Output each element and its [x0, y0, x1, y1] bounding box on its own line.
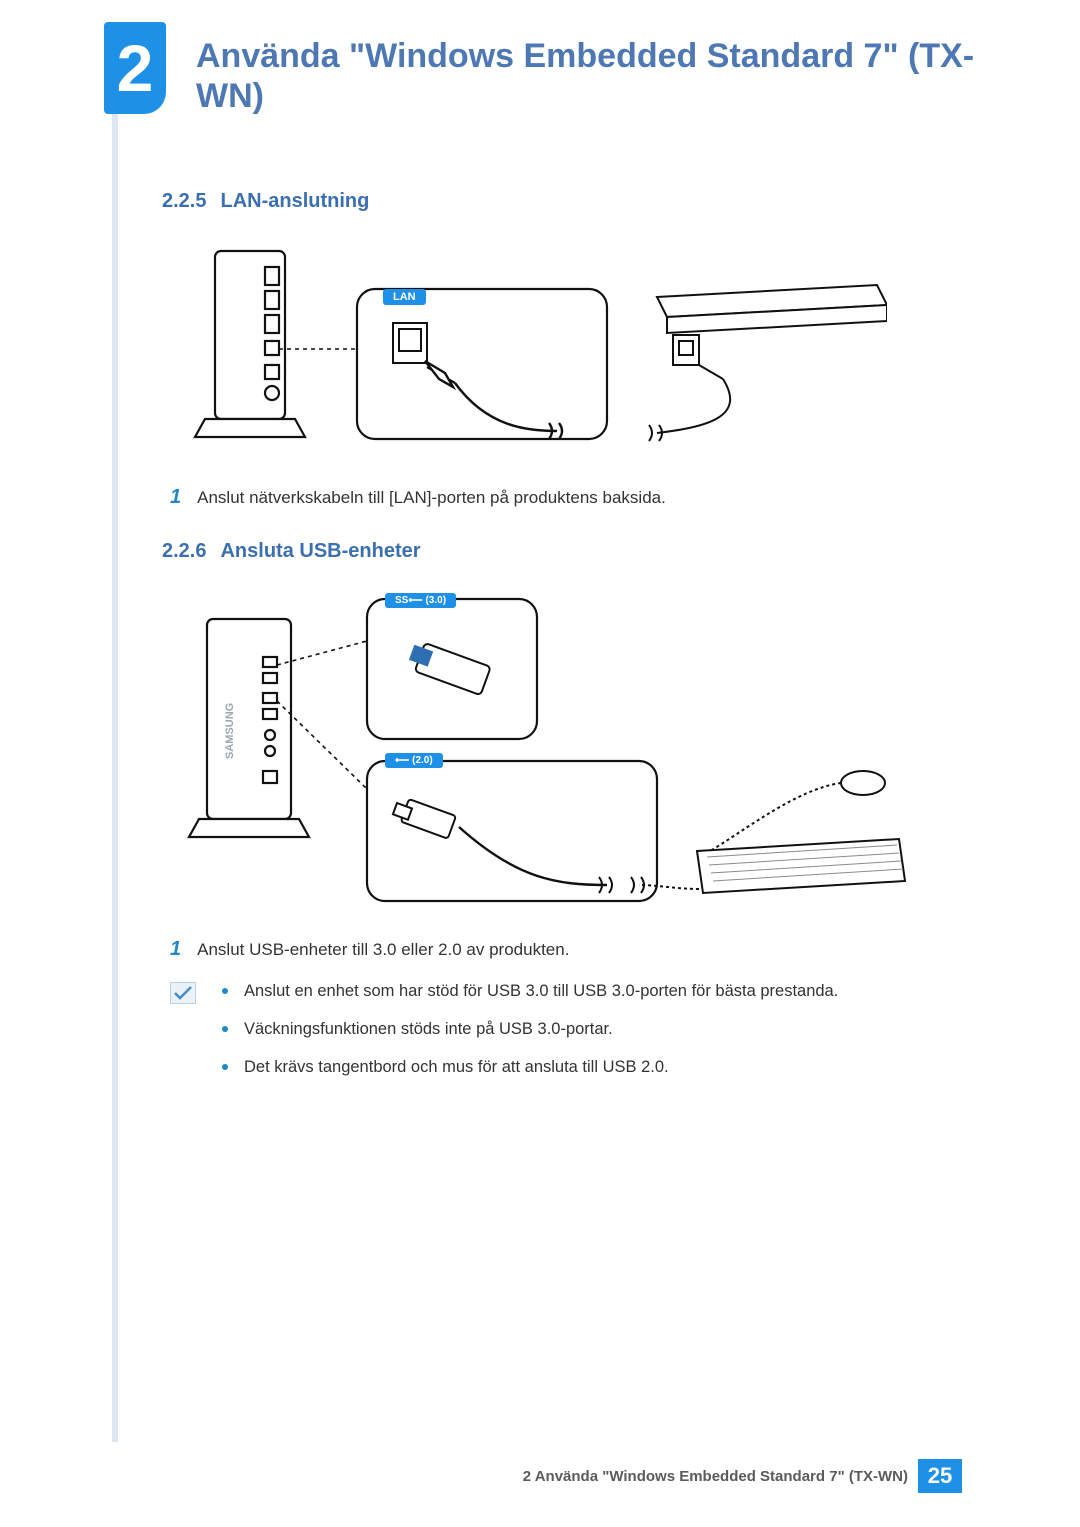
section-heading-usb: 2.2.6 Ansluta USB-enheter [162, 540, 421, 563]
usb-diagram-svg: SAMSUNG [187, 589, 907, 913]
figure-usb-connection: SAMSUNG [186, 588, 906, 912]
chapter-number: 2 [117, 35, 154, 101]
section-number: 2.2.6 [162, 540, 206, 562]
svg-text:SAMSUNG: SAMSUNG [224, 703, 236, 759]
step-number: 1 [170, 486, 181, 508]
section-heading-lan: 2.2.5 LAN-anslutning [162, 190, 369, 213]
footer-text: 2 Använda "Windows Embedded Standard 7" … [523, 1468, 908, 1485]
step-text: Anslut nätverkskabeln till [LAN]-porten … [197, 488, 666, 507]
lan-diagram-svg [187, 237, 887, 459]
chapter-number-badge: 2 [104, 22, 166, 114]
section-title: Ansluta USB-enheter [220, 540, 420, 562]
list-item: Det krävs tangentbord och mus för att an… [222, 1056, 962, 1080]
figure-lan-connection: LAN [186, 236, 886, 458]
section-number: 2.2.5 [162, 190, 206, 212]
step-usb: 1 Anslut USB-enheter till 3.0 eller 2.0 a… [170, 938, 569, 961]
step-number: 1 [170, 938, 181, 960]
list-item: Anslut en enhet som har stöd för USB 3.0… [222, 980, 962, 1004]
document-page: 2 Använda "Windows Embedded Standard 7" … [0, 0, 1080, 1527]
step-lan: 1 Anslut nätverkskabeln till [LAN]-porten… [170, 486, 666, 509]
lan-port-label: LAN [383, 289, 426, 305]
usb3-label: SS⟵ (3.0) [385, 593, 456, 608]
page-number: 25 [918, 1459, 962, 1493]
list-item: Väckningsfunktionen stöds inte på USB 3.… [222, 1018, 962, 1042]
usb-note-list: Anslut en enhet som har stöd för USB 3.0… [222, 980, 962, 1094]
step-text: Anslut USB-enheter till 3.0 eller 2.0 av… [197, 940, 569, 959]
usb2-label: ⟵ (2.0) [385, 753, 443, 768]
chapter-title: Använda "Windows Embedded Standard 7" (T… [196, 36, 986, 116]
section-title: LAN-anslutning [220, 190, 369, 212]
note-icon [170, 982, 196, 1004]
left-accent-stripe [112, 22, 118, 1442]
page-footer: 2 Använda "Windows Embedded Standard 7" … [112, 1459, 962, 1493]
